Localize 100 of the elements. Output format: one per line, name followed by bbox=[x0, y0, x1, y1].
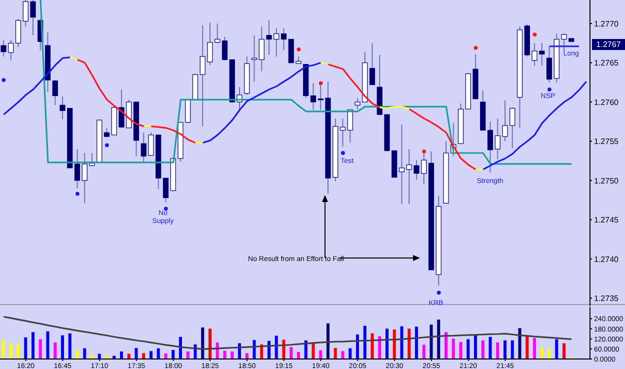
point bbox=[2, 78, 6, 82]
bar bbox=[274, 336, 278, 359]
bar bbox=[282, 340, 286, 359]
bar bbox=[548, 349, 551, 359]
bar bbox=[334, 348, 337, 359]
bar bbox=[179, 336, 182, 359]
bar bbox=[32, 332, 34, 359]
bar bbox=[481, 340, 484, 359]
point bbox=[436, 290, 441, 295]
bar bbox=[290, 347, 293, 359]
bar bbox=[201, 327, 204, 359]
bar bbox=[437, 320, 440, 359]
bar bbox=[488, 336, 492, 359]
bar bbox=[474, 334, 477, 359]
bar bbox=[326, 323, 330, 359]
bar bbox=[370, 333, 374, 359]
y-tick-label: 1.2745 bbox=[594, 216, 620, 225]
point bbox=[318, 81, 323, 86]
bar bbox=[378, 336, 382, 359]
bar bbox=[9, 343, 12, 359]
y-tick-label: 1.2740 bbox=[594, 254, 620, 264]
candlestick bbox=[74, 148, 80, 189]
bar bbox=[356, 334, 359, 359]
bar bbox=[422, 344, 426, 359]
y-tick-label: 1.2770 bbox=[594, 19, 620, 28]
bar bbox=[156, 348, 160, 359]
bar bbox=[61, 335, 64, 359]
candlestick bbox=[222, 36, 228, 61]
bar bbox=[83, 348, 86, 359]
bar bbox=[496, 342, 500, 359]
candlestick bbox=[162, 178, 169, 203]
bar bbox=[504, 340, 506, 359]
candlestick bbox=[340, 118, 346, 148]
bar bbox=[38, 339, 42, 359]
bar bbox=[186, 351, 190, 359]
point bbox=[547, 87, 552, 92]
bar bbox=[518, 328, 522, 359]
y-tick-label: 1.2765 bbox=[594, 58, 620, 68]
candlestick bbox=[251, 34, 258, 82]
bar bbox=[415, 326, 418, 359]
bar bbox=[540, 347, 544, 359]
candlestick bbox=[398, 124, 405, 204]
bar bbox=[223, 350, 226, 359]
bar bbox=[76, 350, 79, 359]
bar bbox=[150, 351, 152, 359]
bar bbox=[341, 351, 344, 359]
point bbox=[340, 151, 345, 155]
candlestick bbox=[310, 82, 316, 110]
candlestick bbox=[369, 42, 376, 86]
bar bbox=[459, 342, 462, 359]
point bbox=[532, 32, 537, 36]
bar bbox=[392, 329, 396, 359]
candlestick bbox=[52, 80, 58, 106]
y-tick-label: 1.2760 bbox=[594, 98, 620, 107]
bar bbox=[533, 338, 536, 359]
bar bbox=[430, 324, 433, 359]
bar bbox=[2, 340, 5, 359]
bar bbox=[164, 353, 168, 359]
y-tick-label: 1.2755 bbox=[594, 137, 620, 146]
bar bbox=[386, 328, 388, 359]
bar bbox=[245, 353, 248, 359]
bar bbox=[134, 348, 138, 359]
bar bbox=[230, 351, 234, 359]
text: 1.2767 bbox=[596, 40, 622, 49]
bar bbox=[208, 328, 212, 359]
bar bbox=[363, 326, 366, 359]
bar bbox=[444, 332, 448, 359]
candlestick bbox=[104, 127, 110, 138]
bar bbox=[120, 351, 123, 359]
bar bbox=[400, 326, 404, 359]
bar bbox=[562, 343, 566, 359]
bar bbox=[297, 352, 300, 359]
y-tick-label: 1.2735 bbox=[594, 294, 620, 303]
point bbox=[75, 192, 80, 196]
bar bbox=[348, 348, 352, 359]
candlestick bbox=[347, 109, 353, 144]
bar bbox=[142, 353, 146, 359]
bar bbox=[555, 339, 558, 359]
line-series bbox=[2, 316, 572, 350]
bar bbox=[252, 340, 256, 359]
bar bbox=[68, 333, 72, 359]
bar bbox=[24, 337, 28, 359]
bar bbox=[526, 335, 529, 359]
candlestick bbox=[280, 28, 287, 51]
candlestick bbox=[487, 121, 494, 174]
point bbox=[296, 47, 301, 52]
bar bbox=[46, 331, 50, 359]
bar bbox=[54, 342, 57, 359]
candlestick bbox=[15, 18, 22, 48]
candlestick bbox=[546, 46, 552, 83]
bar bbox=[16, 344, 20, 359]
bar bbox=[319, 350, 322, 359]
point bbox=[422, 149, 426, 154]
bar bbox=[510, 340, 514, 359]
bar bbox=[466, 339, 470, 359]
bar bbox=[408, 328, 411, 359]
point bbox=[104, 143, 109, 148]
bar bbox=[172, 350, 175, 359]
bar bbox=[452, 338, 455, 359]
point bbox=[474, 46, 478, 50]
